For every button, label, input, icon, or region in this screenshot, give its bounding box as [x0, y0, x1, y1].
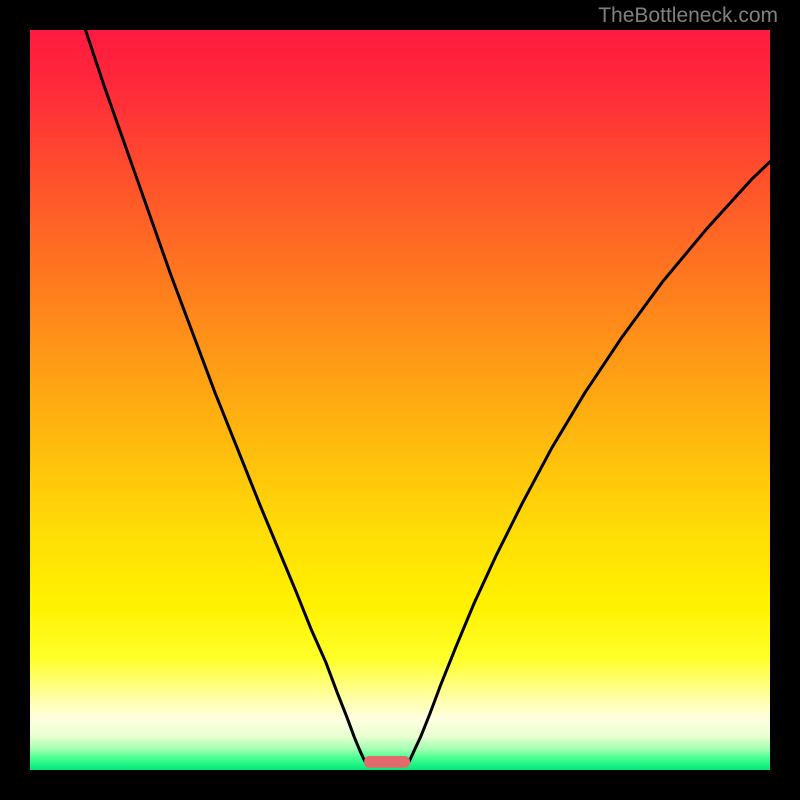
bottleneck-chart [30, 30, 770, 770]
bottleneck-marker [364, 756, 410, 768]
chart-plot-area [30, 30, 770, 770]
watermark-text: TheBottleneck.com [598, 4, 778, 28]
gradient-background [30, 30, 770, 770]
